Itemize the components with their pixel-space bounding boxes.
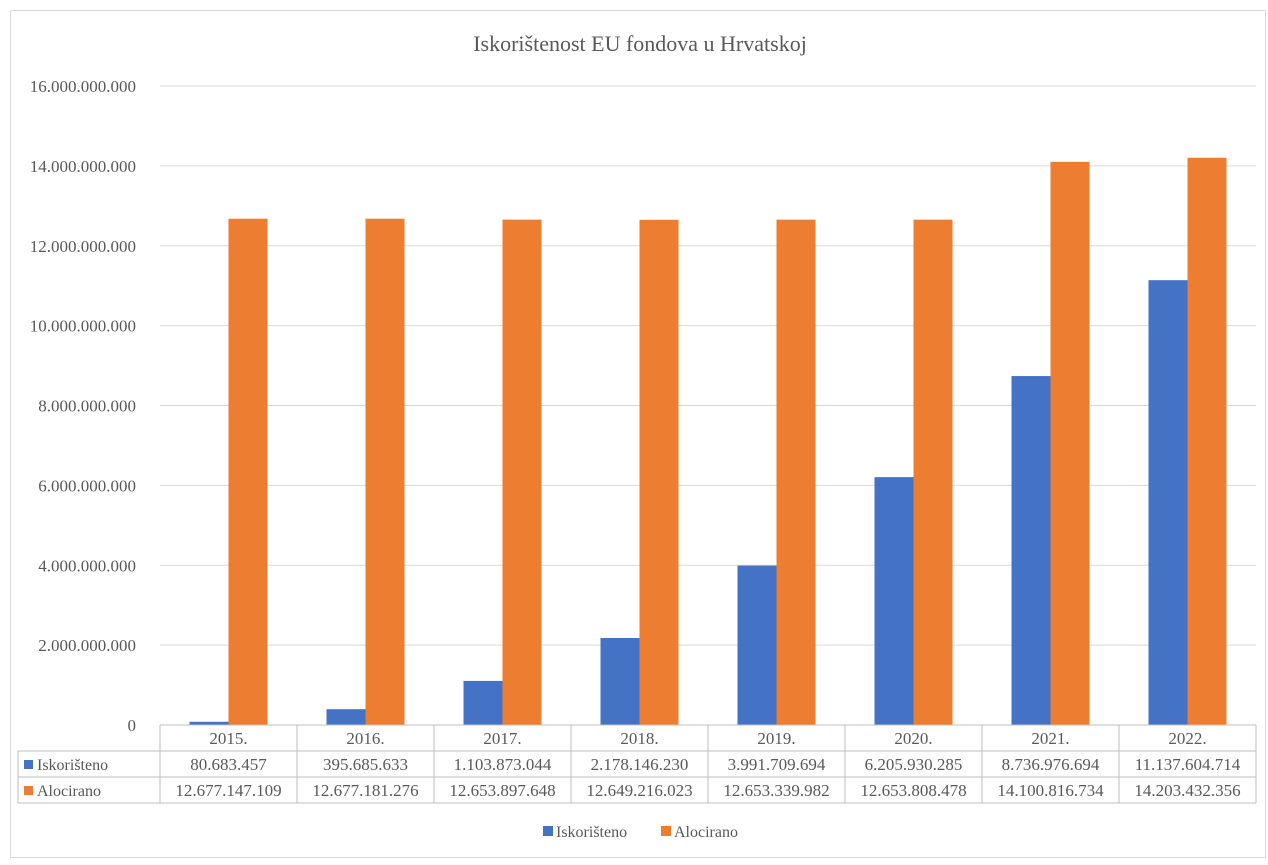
x-tick-label: 2016. (346, 729, 384, 748)
x-tick-label: 2022. (1168, 729, 1206, 748)
table-series-name: Iskorišteno (37, 757, 108, 774)
bar-iskoristeno (189, 721, 229, 725)
bar-alocirano (639, 219, 679, 725)
bars (189, 157, 1227, 726)
data-label: 12.653.897.648 (449, 781, 555, 800)
bar-alocirano (502, 219, 542, 726)
data-label: 12.653.808.478 (860, 781, 966, 800)
bar-iskoristeno (874, 477, 914, 725)
y-tick-label: 12.000.000.000 (30, 237, 136, 256)
table-series-name: Alocirano (37, 783, 101, 800)
data-label: 80.683.457 (190, 755, 267, 774)
data-table: 2015. 2016. 2017. 2018. 2019. 2020. 2021. 2022.… (17, 724, 1257, 804)
data-label: 12.677.147.109 (175, 781, 281, 800)
y-tick-label: 10.000.000.000 (30, 317, 136, 336)
x-tick-label: 2015. (209, 729, 247, 748)
y-tick-label: 4.000.000.000 (38, 556, 136, 575)
bar-alocirano (776, 219, 816, 726)
y-tick-label: 8.000.000.000 (38, 397, 136, 416)
data-label: 12.677.181.276 (312, 781, 418, 800)
data-label: 395.685.633 (323, 755, 408, 774)
chart-title: Iskorištenost EU fondova u Hrvatskoj (473, 31, 807, 56)
data-label: 8.736.976.694 (1002, 755, 1100, 774)
bar-iskoristeno (326, 709, 366, 725)
x-tick-label: 2021. (1031, 729, 1069, 748)
table-legend-key (24, 786, 33, 795)
y-tick-label: 2.000.000.000 (38, 636, 136, 655)
bar-iskoristeno (1011, 376, 1051, 725)
y-tick-label: 16.000.000.000 (30, 77, 136, 96)
data-label: 14.100.816.734 (997, 781, 1104, 800)
data-label: 11.137.604.714 (1135, 755, 1241, 774)
legend-swatch (543, 826, 553, 836)
x-tick-label: 2018. (620, 729, 658, 748)
x-tick-label: 2020. (894, 729, 932, 748)
y-axis-ticks: 0 2.000.000.000 4.000.000.000 6.000.000.000… (30, 77, 136, 735)
bar-alocirano (913, 219, 953, 725)
legend: Iskorišteno Alocirano (543, 824, 738, 841)
bar-alocirano (365, 218, 405, 725)
y-tick-label: 6.000.000.000 (38, 476, 136, 495)
bar-alocirano (1050, 161, 1090, 725)
data-label: 14.203.432.356 (1134, 781, 1240, 800)
y-tick-label: 0 (128, 716, 137, 735)
legend-label: Alocirano (674, 824, 738, 841)
table-legend-key (24, 760, 33, 769)
x-tick-label: 2019. (757, 729, 795, 748)
data-label: 12.653.339.982 (723, 781, 829, 800)
data-label: 12.649.216.023 (586, 781, 692, 800)
bar-iskoristeno (1148, 280, 1188, 725)
x-tick-label: 2017. (483, 729, 521, 748)
y-tick-label: 14.000.000.000 (30, 157, 136, 176)
data-label: 1.103.873.044 (454, 755, 552, 774)
data-label: 6.205.930.285 (865, 755, 963, 774)
chart-frame (10, 10, 1266, 858)
bar-alocirano (1187, 157, 1227, 725)
data-label: 2.178.146.230 (591, 755, 689, 774)
legend-label: Iskorišteno (556, 824, 627, 841)
data-label: 3.991.709.694 (728, 755, 826, 774)
bar-iskoristeno (463, 680, 503, 725)
bar-iskoristeno (737, 565, 777, 725)
legend-swatch (661, 826, 671, 836)
bar-iskoristeno (600, 638, 640, 725)
bar-alocirano (228, 218, 268, 726)
